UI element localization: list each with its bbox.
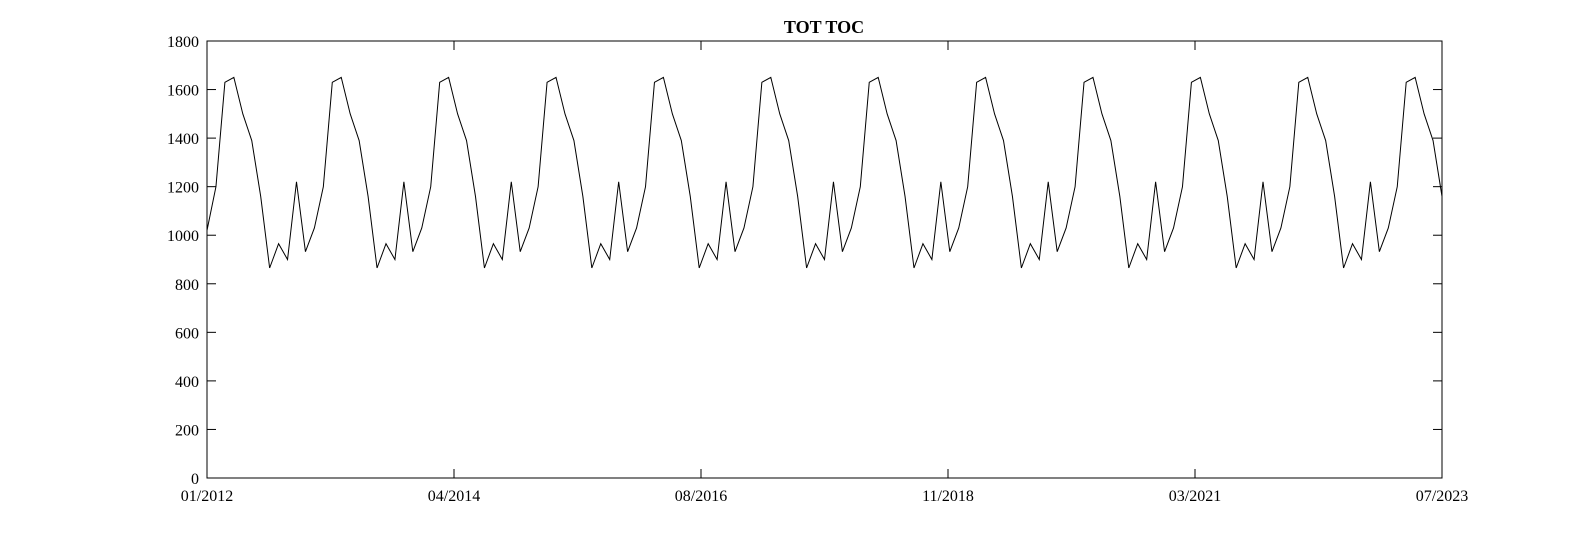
y-tick-label: 400 [175, 374, 199, 391]
x-tick-label: 03/2021 [1169, 488, 1221, 505]
y-tick-label: 1000 [167, 228, 199, 245]
y-tick-label: 600 [175, 325, 199, 342]
x-tick-label: 04/2014 [428, 488, 480, 505]
y-tick-label: 1600 [167, 83, 199, 100]
chart-title: TOT TOC [784, 17, 864, 37]
y-tick-label: 1400 [167, 131, 199, 148]
y-axis: 0 200 400 600 800 1000 1200 1400 1600 1800 [167, 34, 1442, 488]
x-tick-label: 07/2023 [1416, 488, 1468, 505]
x-tick-label: 11/2018 [922, 488, 974, 505]
y-tick-label: 200 [175, 422, 199, 439]
y-tick-label: 800 [175, 277, 199, 294]
x-axis: 01/2012 04/2014 08/2016 11/2018 03/2021 07/20… [181, 41, 1468, 505]
y-tick-label: 1200 [167, 180, 199, 197]
x-tick-label: 01/2012 [181, 488, 233, 505]
y-tick-label: 1800 [167, 34, 199, 51]
series-line [207, 77, 1442, 268]
y-tick-label: 0 [191, 471, 199, 488]
x-tick-label: 08/2016 [675, 488, 727, 505]
